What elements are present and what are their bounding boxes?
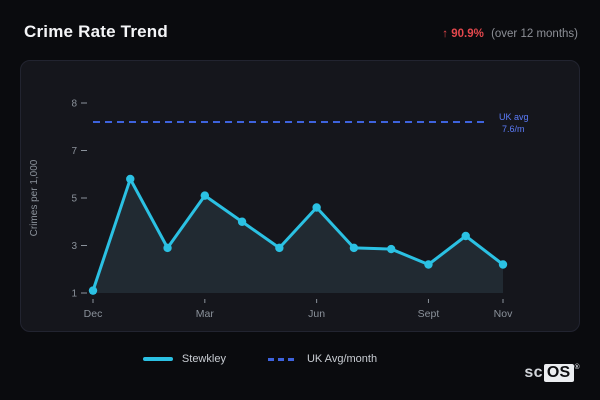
- data-point-may[interactable]: [275, 243, 284, 253]
- page-title: Crime Rate Trend: [24, 22, 168, 41]
- trend-stat: ↑ 90.9% (over 12 months): [442, 28, 578, 40]
- uk-avg-value-label: 7.6/m: [502, 124, 525, 134]
- data-point-mar[interactable]: [200, 191, 210, 200]
- data-point-jun[interactable]: [312, 203, 321, 212]
- data-point-sept[interactable]: [424, 260, 433, 269]
- y-axis-title: Crimes per 1,000: [29, 159, 40, 236]
- y-tick-label: 7: [71, 146, 77, 157]
- legend: Stewkley UK Avg/month: [0, 353, 520, 365]
- legend-item-stewkley[interactable]: Stewkley: [142, 353, 226, 365]
- x-tick-label: Mar: [196, 308, 215, 320]
- uk-avg-label: UK avg: [499, 112, 529, 122]
- logo-box: OS: [543, 364, 574, 382]
- trend-up-arrow-icon: ↑: [442, 28, 449, 40]
- y-tick-label: 1: [71, 289, 77, 300]
- x-tick-label: Jun: [308, 308, 325, 320]
- y-tick-label: 8: [71, 99, 77, 110]
- legend-item-uk-avg[interactable]: UK Avg/month: [267, 353, 378, 365]
- data-point-jul[interactable]: [349, 243, 359, 253]
- x-tick-label: Sept: [418, 308, 440, 320]
- y-tick-label: 3: [71, 241, 77, 252]
- uk-avg-dashed-swatch-icon: [267, 357, 298, 361]
- trend-caption: (over 12 months): [491, 28, 578, 40]
- trend-chart: 8 7 5 3 1 Dec Mar Jun Sept Nov UK avg 7.6/m Crimes p…: [29, 99, 529, 321]
- data-point-jan[interactable]: [126, 174, 135, 184]
- x-tick-label: Nov: [494, 308, 513, 320]
- x-tick-label: Dec: [84, 308, 103, 320]
- data-point-aug[interactable]: [386, 244, 396, 254]
- legend-label: Stewkley: [181, 353, 226, 365]
- trend-value: 90.9%: [451, 28, 484, 40]
- data-point-nov[interactable]: [498, 260, 508, 269]
- stewkley-line-swatch-icon: [142, 357, 173, 361]
- y-tick-label: 5: [71, 194, 77, 205]
- chart-card: 8 7 5 3 1 Dec Mar Jun Sept Nov UK avg 7.6/m Crimes p…: [20, 60, 580, 332]
- data-point-apr[interactable]: [237, 217, 247, 226]
- registered-mark: ®: [574, 364, 580, 371]
- header: Crime Rate Trend ↑ 90.9% (over 12 months…: [24, 22, 578, 42]
- data-point-dec[interactable]: [88, 286, 98, 295]
- logo-prefix: sc: [524, 364, 543, 381]
- legend-label: UK Avg/month: [306, 353, 378, 365]
- chart-area: [93, 179, 503, 293]
- stewkley-line: [91, 177, 505, 293]
- data-point-oct[interactable]: [461, 231, 470, 241]
- data-point-feb[interactable]: [163, 243, 172, 253]
- scos-logo: sc OS ®: [524, 364, 580, 382]
